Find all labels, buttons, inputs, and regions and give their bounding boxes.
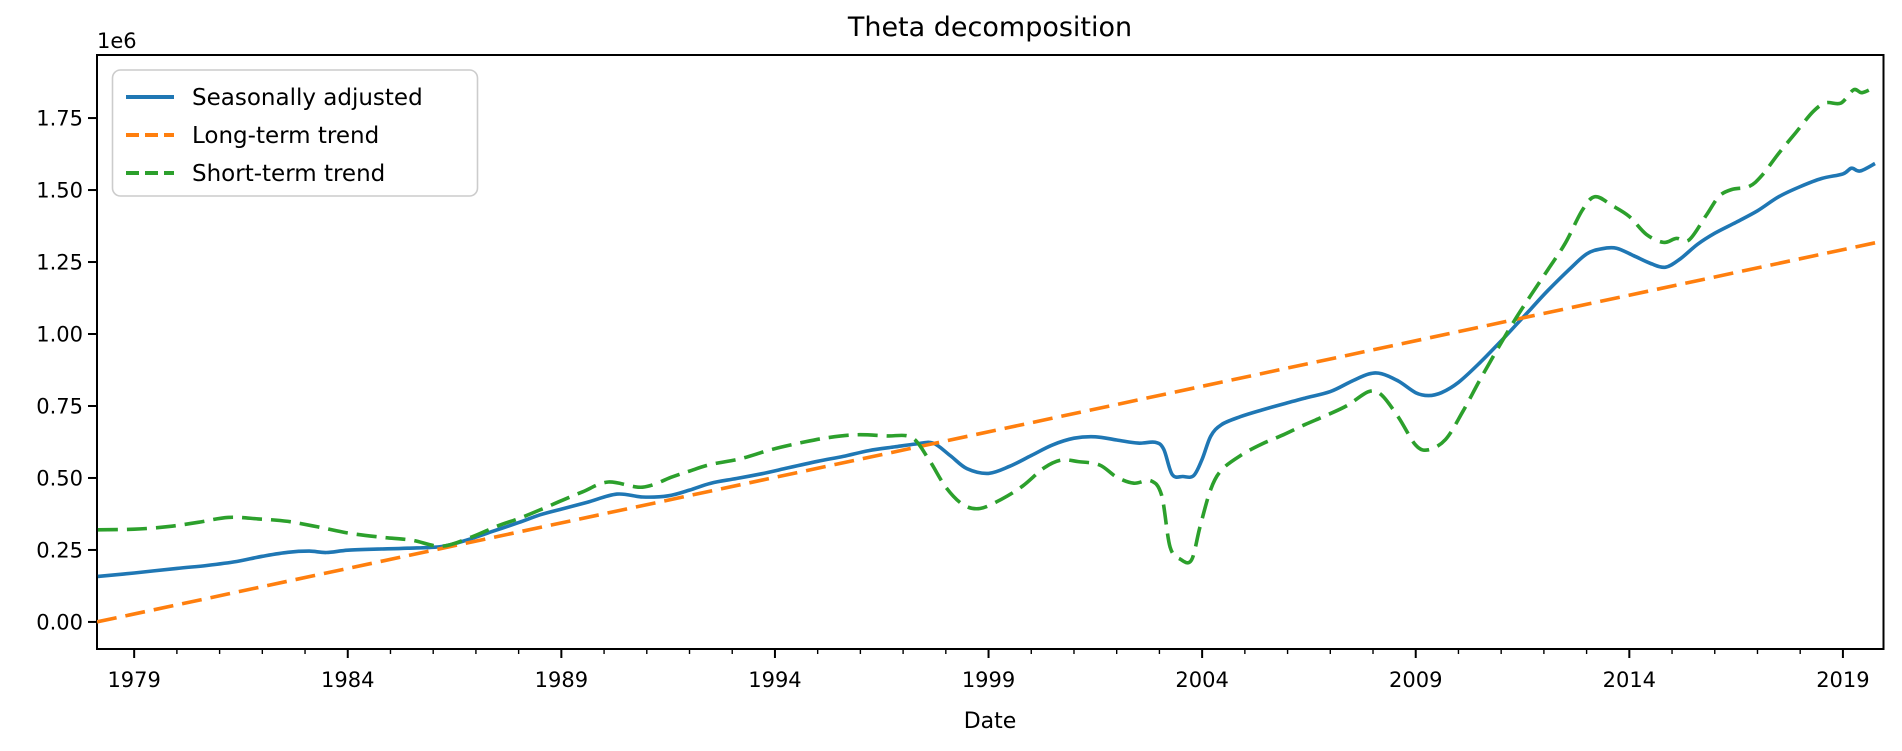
y-tick-label: 1.50 (36, 179, 83, 203)
legend-label-short-term-trend: Short-term trend (192, 161, 385, 187)
legend-item-long-term-trend: Long-term trend (126, 123, 379, 149)
series-line-seasonally-adjusted (97, 161, 1876, 579)
plot-area-spines (96, 54, 1885, 650)
legend-item-short-term-trend: Short-term trend (126, 161, 385, 187)
y-tick-label: 1.75 (36, 107, 83, 131)
x-tick-label: 1984 (321, 668, 374, 692)
x-tick-label: 2004 (1175, 668, 1228, 692)
y-tick-label: 0.50 (36, 466, 83, 490)
legend: Seasonally adjusted Long-term trend Shor… (111, 69, 479, 197)
x-tick-label: 2014 (1603, 668, 1656, 692)
x-tick-label: 2009 (1389, 668, 1442, 692)
axis-ticks: 0.00 0.25 0.50 0.75 1.00 1.25 1.50 1.75 1979 1984… (36, 107, 1869, 692)
x-axis-label: Date (964, 709, 1017, 734)
y-tick-label: 0.00 (36, 610, 83, 634)
y-tick-label: 0.75 (36, 394, 83, 418)
x-tick-label: 1994 (748, 668, 801, 692)
y-axis-offset-label: 1e6 (97, 29, 137, 53)
legend-item-seasonally-adjusted: Seasonally adjusted (126, 85, 423, 111)
y-tick-label: 0.25 (36, 538, 83, 562)
series-lines (97, 85, 1884, 624)
legend-label-seasonally-adjusted: Seasonally adjusted (192, 85, 423, 111)
chart-title: Theta decomposition (847, 12, 1132, 43)
series-line-long-term-trend (97, 239, 1884, 624)
y-tick-label: 1.00 (36, 323, 83, 347)
x-tick-label: 1979 (107, 668, 160, 692)
x-tick-label: 1999 (962, 668, 1015, 692)
x-tick-label: 2019 (1816, 668, 1869, 692)
x-tick-label: 1989 (535, 668, 588, 692)
y-tick-label: 1.25 (36, 251, 83, 275)
legend-label-long-term-trend: Long-term trend (192, 123, 379, 149)
series-line-short-term-trend (97, 85, 1876, 565)
legend-box (111, 69, 479, 197)
